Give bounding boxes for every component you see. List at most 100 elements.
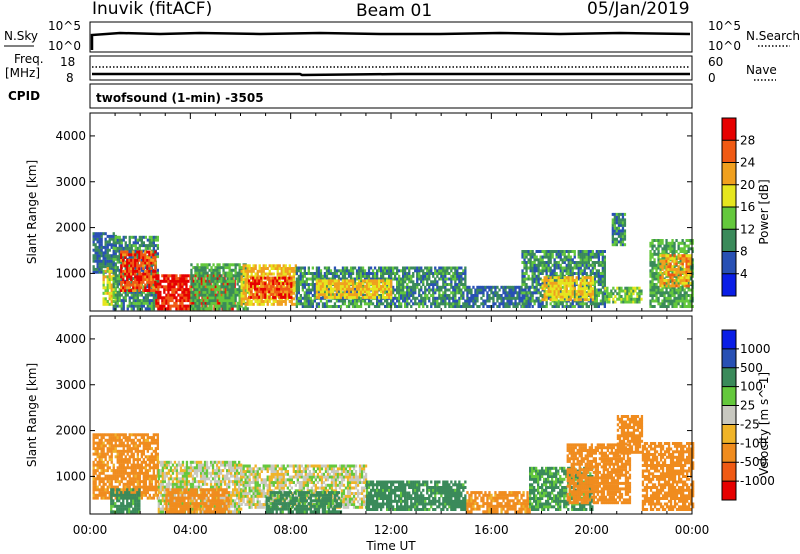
power-cell <box>347 293 351 297</box>
power-cell <box>683 244 686 248</box>
power-cell <box>504 294 507 297</box>
power-cell <box>104 256 107 260</box>
power-cell <box>545 284 548 288</box>
power-cell <box>276 300 279 303</box>
power-cell <box>108 294 111 298</box>
power-cell <box>628 292 631 296</box>
power-cell <box>380 294 383 297</box>
power-cell <box>264 267 267 270</box>
power-cell <box>669 302 672 306</box>
power-cell <box>595 280 598 284</box>
power-cell <box>575 276 578 280</box>
power-cell <box>155 299 158 303</box>
power-cell <box>148 261 151 265</box>
power-cell <box>365 295 369 299</box>
power-cell <box>357 293 361 297</box>
power-cell <box>531 305 534 308</box>
power-cell <box>683 296 686 300</box>
power-cell <box>458 288 461 292</box>
power-cell <box>577 269 580 273</box>
power-cell <box>683 302 686 306</box>
power-cell <box>270 287 273 291</box>
power-cell <box>150 307 153 311</box>
power-cell <box>669 299 672 303</box>
power-cell <box>543 250 546 253</box>
power-cell <box>240 297 243 301</box>
power-cell <box>416 272 419 275</box>
power-cell <box>175 277 178 281</box>
power-cell <box>630 289 633 293</box>
power-cell <box>163 288 166 292</box>
power-cell <box>529 291 532 295</box>
power-cell <box>583 258 586 262</box>
power-cell <box>661 294 664 297</box>
power-cell <box>438 272 441 275</box>
power-cell <box>128 253 131 257</box>
power-cell <box>270 282 273 286</box>
power-cell <box>154 244 157 248</box>
power-cell <box>146 289 149 292</box>
power-cell <box>155 304 158 308</box>
power-cell <box>173 285 176 289</box>
power-cell <box>404 280 407 284</box>
power-cell <box>410 274 413 278</box>
power-cell <box>311 266 314 270</box>
power-cell <box>311 274 314 278</box>
power-cell <box>649 294 652 297</box>
power-cell <box>276 269 279 273</box>
power-cell <box>104 297 107 301</box>
power-cell <box>462 302 465 306</box>
power-cell <box>102 245 105 249</box>
power-cell <box>547 263 550 267</box>
power-cell <box>114 277 117 281</box>
power-cell <box>571 261 574 264</box>
power-cell <box>535 299 538 303</box>
power-cell <box>345 287 349 291</box>
power-cell <box>224 263 227 267</box>
power-cell <box>319 272 323 275</box>
power-cell <box>361 266 365 270</box>
power-cell <box>579 292 582 296</box>
power-cell <box>311 294 314 297</box>
power-cell <box>521 280 524 284</box>
power-cell <box>136 286 139 290</box>
power-cell <box>321 287 325 291</box>
power-cell <box>531 277 534 281</box>
power-cell <box>458 302 461 306</box>
power-cell <box>292 269 295 273</box>
power-cell <box>329 299 333 303</box>
power-cell <box>140 272 143 276</box>
power-cell <box>295 277 298 281</box>
power-cell <box>551 278 554 282</box>
power-cell <box>102 262 105 266</box>
power-cell <box>677 291 680 295</box>
power-region-12 <box>541 276 594 302</box>
power-cell <box>280 293 283 297</box>
power-cell <box>108 234 111 238</box>
power-cell <box>177 299 180 303</box>
power-cell <box>317 293 321 297</box>
power-cell <box>567 269 570 273</box>
power-cell <box>150 253 153 257</box>
power-cell <box>331 290 335 294</box>
power-cell <box>388 284 391 288</box>
power-cell <box>620 297 623 301</box>
power-cell <box>349 266 353 270</box>
power-cell <box>549 272 552 275</box>
power-cell <box>122 296 125 300</box>
power-cell <box>456 285 459 289</box>
power-cell <box>549 261 552 264</box>
power-cell <box>583 295 586 299</box>
power-cell <box>466 291 469 295</box>
power-cell <box>187 288 190 292</box>
power-cell <box>130 296 133 300</box>
power-cell <box>655 272 658 275</box>
power-cell <box>98 251 101 255</box>
power-cell <box>98 262 101 266</box>
power-cell <box>126 278 129 281</box>
power-cell <box>653 263 656 267</box>
power-cell <box>104 300 107 303</box>
power-cell <box>462 283 465 286</box>
power-cell <box>583 269 586 273</box>
power-cell <box>216 274 219 278</box>
